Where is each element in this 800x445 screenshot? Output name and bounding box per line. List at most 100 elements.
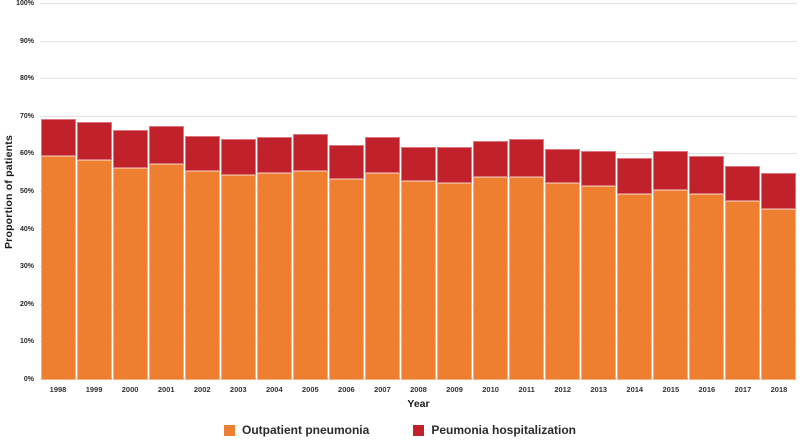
outpatient-segment-2014 [617,193,653,380]
hospitalization-segment-2007 [364,137,400,174]
outpatient-segment-2017 [725,201,761,380]
outpatient-segment-2011 [509,176,545,380]
legend-swatch-icon [413,424,425,436]
outpatient-segment-2005 [292,171,328,380]
outpatient-segment-1998 [40,156,76,380]
outpatient-segment-2004 [256,173,292,380]
x-tick-label-2009: 2009 [446,385,463,394]
bar-1999 [76,4,112,380]
y-axis-ticks: 0% 10% 20% 30% 40% 50% 60% 70% 80% 90% 100% [0,0,34,383]
bar-2016 [689,4,725,380]
x-axis-title: Year [407,398,430,410]
bar-2013 [581,4,617,380]
x-tick-label-2012: 2012 [554,385,572,394]
x-tick-label-2002: 2002 [193,385,211,394]
outpatient-segment-2013 [581,186,617,380]
x-tick-label-2016: 2016 [698,385,716,394]
bar-2007 [364,4,400,380]
bar-2017 [725,4,761,380]
y-tick-label: 20% [19,300,34,308]
x-tick-label-2011: 2011 [518,385,535,394]
y-tick-label: 30% [19,263,34,271]
outpatient-segment-2016 [689,193,725,380]
x-tick-label-2017: 2017 [734,385,752,394]
hospitalization-segment-2005 [292,133,328,172]
bar-2008 [400,4,437,380]
y-tick-label: 70% [19,112,34,120]
y-tick-label: 80% [19,75,34,83]
hospitalization-segment-2004 [256,137,292,174]
hospitalization-segment-2000 [112,129,148,168]
y-tick-label: 10% [19,338,34,346]
hospitalization-segment-2017 [725,165,761,202]
hospitalization-segment-2001 [148,126,184,164]
x-tick-label-2013: 2013 [590,385,608,394]
hospitalization-segment-2009 [437,146,473,183]
bar-2001 [148,4,184,380]
outpatient-segment-2001 [148,163,184,380]
bar-1998 [40,4,76,380]
bar-2011 [509,4,545,380]
outpatient-segment-2000 [112,167,148,380]
bar-2003 [220,4,256,380]
outpatient-segment-1999 [76,160,112,380]
x-tick-label-2006: 2006 [338,385,355,394]
bar-2018 [761,4,797,380]
x-tick-label-1998: 1998 [49,385,67,394]
hospitalization-segment-2006 [328,145,364,179]
hospitalization-segment-1999 [76,122,112,161]
x-tick-label-2015: 2015 [662,385,680,394]
bar-2015 [653,4,689,380]
hospitalization-segment-2014 [617,158,653,194]
x-tick-label-2007: 2007 [374,385,391,394]
bar-2002 [184,4,220,380]
bar-2005 [292,4,328,380]
outpatient-segment-2008 [400,180,437,380]
legend: Outpatient pneumonia Peumonia hospitaliza… [0,423,800,437]
hospitalization-segment-2013 [581,150,617,187]
x-tick-label-2018: 2018 [770,385,788,394]
x-tick-label-2014: 2014 [626,385,644,394]
bar-2009 [437,4,473,380]
bar-2004 [256,4,292,380]
outpatient-segment-2012 [545,182,581,380]
bars-container [40,4,797,380]
hospitalization-segment-1998 [40,118,76,157]
gridline [40,115,797,117]
hospitalization-segment-2002 [184,135,220,172]
legend-label: Peumonia hospitalization [431,423,577,437]
gridline [40,3,797,4]
y-tick-label: 60% [19,150,34,158]
y-tick-label: 50% [19,188,34,195]
legend-label: Outpatient pneumonia [241,423,370,437]
outpatient-segment-2018 [761,208,797,380]
hospitalization-segment-2016 [689,156,725,194]
outpatient-segment-2002 [184,171,220,380]
hospitalization-segment-2012 [545,148,581,183]
outpatient-segment-2015 [653,190,689,380]
x-tick-label-2008: 2008 [410,385,427,394]
x-tick-label-2005: 2005 [302,385,319,394]
hospitalization-segment-2010 [473,141,509,177]
gridline [40,78,797,80]
x-tick-label-2004: 2004 [265,385,283,394]
plot-area [40,3,797,380]
hospitalization-segment-2011 [509,139,545,177]
outpatient-segment-2010 [473,176,509,380]
gridline [40,40,797,42]
legend-item: Peumonia hospitalization [413,423,576,437]
y-tick-label: 0% [23,376,34,383]
y-tick-label: 40% [19,225,34,233]
y-tick-label: 100% [16,0,34,7]
bar-2014 [617,4,653,380]
outpatient-segment-2007 [364,173,400,380]
x-tick-label-2003: 2003 [229,385,247,394]
hospitalization-segment-2008 [400,146,437,181]
hospitalization-segment-2015 [653,150,689,191]
y-tick-label: 90% [19,37,34,45]
hospitalization-segment-2003 [220,139,256,176]
outpatient-segment-2006 [328,178,364,380]
x-tick-label-1999: 1999 [85,385,103,394]
legend-item: Outpatient pneumonia [223,423,370,437]
